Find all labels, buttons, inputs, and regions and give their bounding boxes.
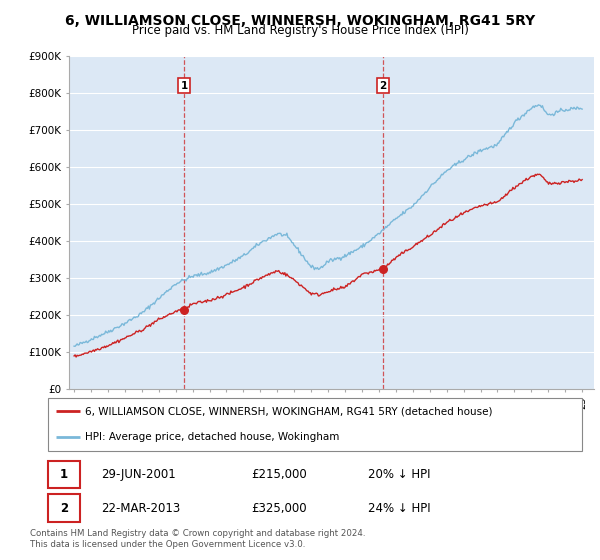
Text: £325,000: £325,000 [251,502,307,515]
Text: 24% ↓ HPI: 24% ↓ HPI [368,502,431,515]
Text: Contains HM Land Registry data © Crown copyright and database right 2024.
This d: Contains HM Land Registry data © Crown c… [30,529,365,549]
FancyBboxPatch shape [48,461,80,488]
Text: 1: 1 [181,81,188,91]
Point [379,264,388,273]
Text: 1: 1 [60,468,68,481]
Text: 2: 2 [60,502,68,515]
Text: 2: 2 [380,81,387,91]
Text: 29-JUN-2001: 29-JUN-2001 [101,468,176,481]
Text: Price paid vs. HM Land Registry's House Price Index (HPI): Price paid vs. HM Land Registry's House … [131,24,469,36]
Text: £215,000: £215,000 [251,468,307,481]
Text: 20% ↓ HPI: 20% ↓ HPI [368,468,431,481]
Text: 6, WILLIAMSON CLOSE, WINNERSH, WOKINGHAM, RG41 5RY: 6, WILLIAMSON CLOSE, WINNERSH, WOKINGHAM… [65,14,535,28]
Text: 22-MAR-2013: 22-MAR-2013 [101,502,181,515]
FancyBboxPatch shape [48,494,80,522]
FancyBboxPatch shape [48,398,582,451]
Point [179,305,189,314]
Text: HPI: Average price, detached house, Wokingham: HPI: Average price, detached house, Woki… [85,432,340,442]
Text: 6, WILLIAMSON CLOSE, WINNERSH, WOKINGHAM, RG41 5RY (detached house): 6, WILLIAMSON CLOSE, WINNERSH, WOKINGHAM… [85,407,493,417]
